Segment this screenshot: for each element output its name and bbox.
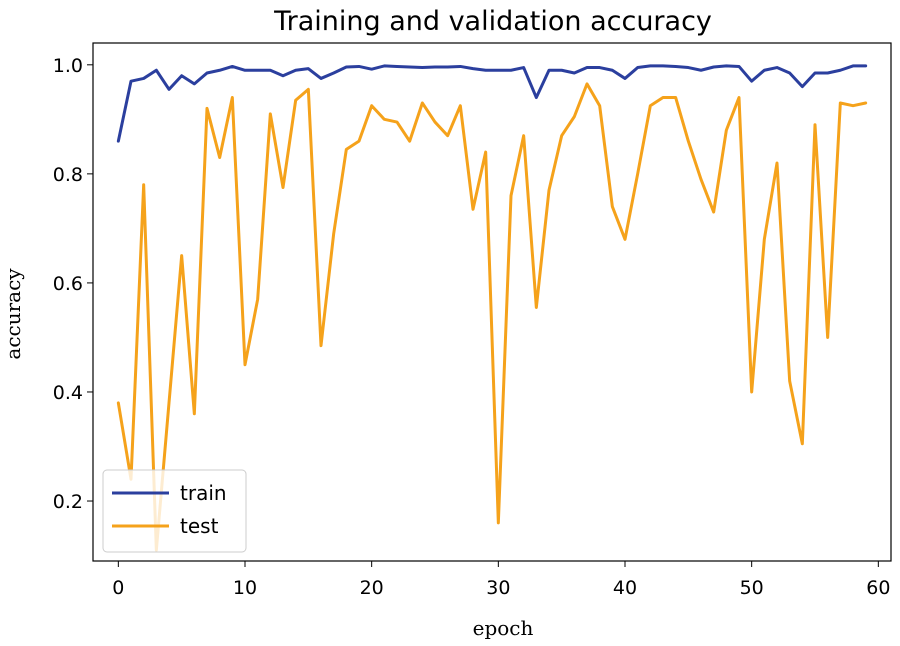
series-line-test xyxy=(116,82,868,552)
x-tick-label: 60 xyxy=(866,577,890,599)
x-tick-label: 40 xyxy=(613,577,637,599)
x-tick-label: 30 xyxy=(486,577,510,599)
series-layer xyxy=(116,64,868,552)
y-tick-label: 0.6 xyxy=(53,273,83,295)
legend-label-train: train xyxy=(180,481,227,505)
x-tick-label: 10 xyxy=(233,577,257,599)
plot-area xyxy=(92,42,892,562)
x-tick-label: 20 xyxy=(360,577,384,599)
x-axis-label: epoch xyxy=(473,616,534,640)
legend: train test xyxy=(102,469,247,553)
x-tick-label: 50 xyxy=(740,577,764,599)
legend-label-test: test xyxy=(180,514,219,538)
legend-box xyxy=(102,469,247,553)
y-tick-label: 1.0 xyxy=(53,55,83,77)
series-line-train xyxy=(116,64,868,143)
y-tick-label: 0.8 xyxy=(53,164,83,186)
x-tick-label: 0 xyxy=(112,577,124,599)
y-axis-ticks: 0.2 0.4 0.6 0.8 1.0 xyxy=(53,55,93,513)
y-tick-label: 0.2 xyxy=(53,491,83,513)
chart-title: Training and validation accuracy xyxy=(273,6,712,37)
y-axis-label: accuracy xyxy=(1,268,25,360)
x-axis-ticks: 0 10 20 30 40 50 60 xyxy=(112,561,890,599)
plot-frame xyxy=(92,42,892,562)
y-tick-label: 0.4 xyxy=(53,382,83,404)
